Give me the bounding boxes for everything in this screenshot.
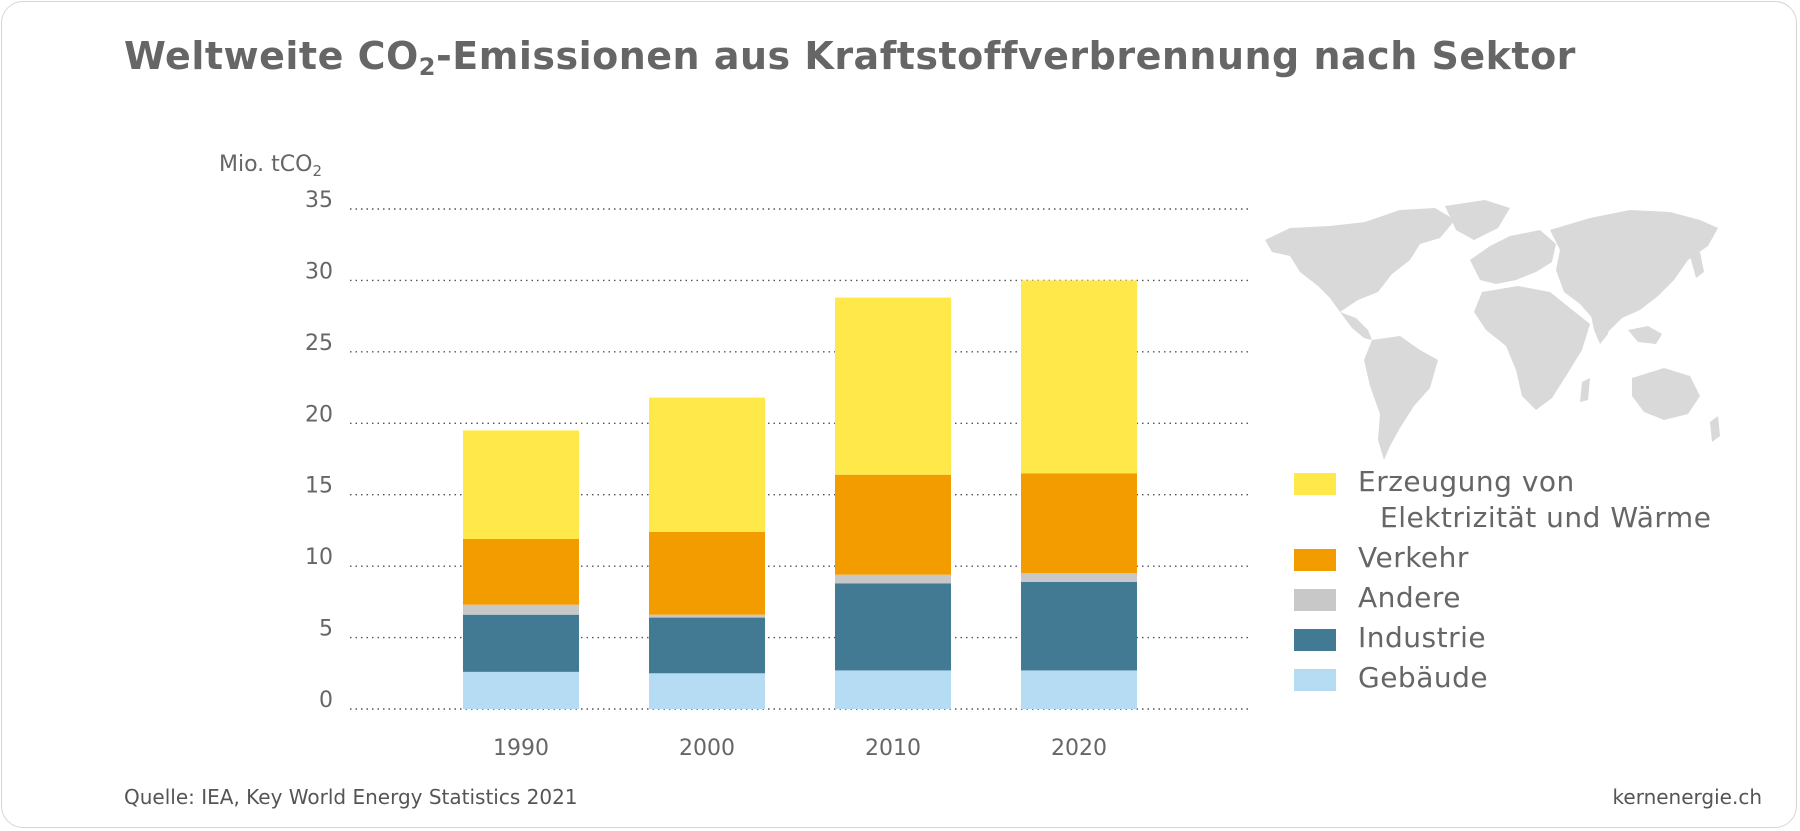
- map-greenland: [1445, 200, 1510, 240]
- map-southeast-asia: [1628, 326, 1662, 344]
- map-south-america: [1364, 336, 1438, 460]
- bar-industrie-2010: [835, 583, 951, 671]
- bar-erzeugung-2020: [1021, 280, 1137, 474]
- bar-verkehr-2020: [1021, 473, 1137, 574]
- legend-label-gebaeude: Gebäude: [1358, 661, 1489, 694]
- map-north-america: [1265, 208, 1455, 312]
- legend-label-verkehr: Verkehr: [1358, 541, 1469, 574]
- bar-gebaeude-2020: [1021, 670, 1137, 709]
- bar-andere-2010: [835, 574, 951, 584]
- y-tick-label-30: 30: [305, 259, 333, 284]
- legend-swatch-gebaeude: [1294, 669, 1336, 691]
- legend-label-andere: Andere: [1358, 581, 1462, 614]
- y-axis-unit-label: Mio. tCO2: [219, 152, 323, 180]
- y-tick-label-5: 5: [319, 617, 333, 642]
- map-australia: [1632, 368, 1700, 420]
- y-tick-label-35: 35: [305, 188, 333, 213]
- legend-swatch-verkehr: [1294, 549, 1336, 571]
- bar-erzeugung-2000: [649, 397, 765, 532]
- y-tick-label-0: 0: [319, 688, 333, 713]
- bar-industrie-2020: [1021, 581, 1137, 671]
- map-central-america: [1340, 312, 1372, 340]
- map-new-zealand: [1710, 416, 1720, 442]
- x-tick-label-1990: 1990: [493, 736, 549, 761]
- bar-erzeugung-2010: [835, 297, 951, 475]
- bar-verkehr-1990: [463, 539, 579, 605]
- bar-verkehr-2010: [835, 474, 951, 575]
- x-tick-label-2020: 2020: [1051, 736, 1107, 761]
- source-note: Quelle: IEA, Key World Energy Statistics…: [124, 785, 578, 809]
- bar-industrie-1990: [463, 614, 579, 672]
- map-india: [1590, 310, 1610, 344]
- map-madagascar: [1580, 378, 1590, 402]
- world-map-icon: [1265, 200, 1720, 460]
- legend-label-industrie: Industrie: [1358, 621, 1487, 654]
- y-tick-label-15: 15: [305, 474, 333, 499]
- legend-swatch-industrie: [1294, 629, 1336, 651]
- bar-erzeugung-1990: [463, 430, 579, 539]
- map-japan: [1690, 252, 1704, 278]
- bar-andere-1990: [463, 604, 579, 615]
- bar-andere-2000: [649, 614, 765, 618]
- bar-gebaeude-2000: [649, 673, 765, 709]
- map-africa: [1474, 286, 1590, 410]
- bar-andere-2020: [1021, 573, 1137, 582]
- bar-gebaeude-2010: [835, 670, 951, 709]
- site-link[interactable]: kernenergie.ch: [1612, 785, 1762, 809]
- map-europe: [1470, 230, 1556, 284]
- bar-gebaeude-1990: [463, 671, 579, 709]
- x-tick-label-2010: 2010: [865, 736, 921, 761]
- legend-swatch-erzeugung: [1294, 473, 1336, 495]
- y-tick-label-10: 10: [305, 545, 333, 570]
- y-tick-label-25: 25: [305, 331, 333, 356]
- bar-industrie-2000: [649, 617, 765, 674]
- map-asia: [1550, 210, 1718, 332]
- bar-verkehr-2000: [649, 531, 765, 615]
- chart-title: Weltweite CO2-Emissionen aus Kraftstoffv…: [124, 34, 1576, 81]
- x-tick-label-2000: 2000: [679, 736, 735, 761]
- y-tick-label-20: 20: [305, 402, 333, 427]
- legend-label-erzeugung: Erzeugung von Elektrizität und Wärme: [1358, 465, 1712, 534]
- legend-swatch-andere: [1294, 589, 1336, 611]
